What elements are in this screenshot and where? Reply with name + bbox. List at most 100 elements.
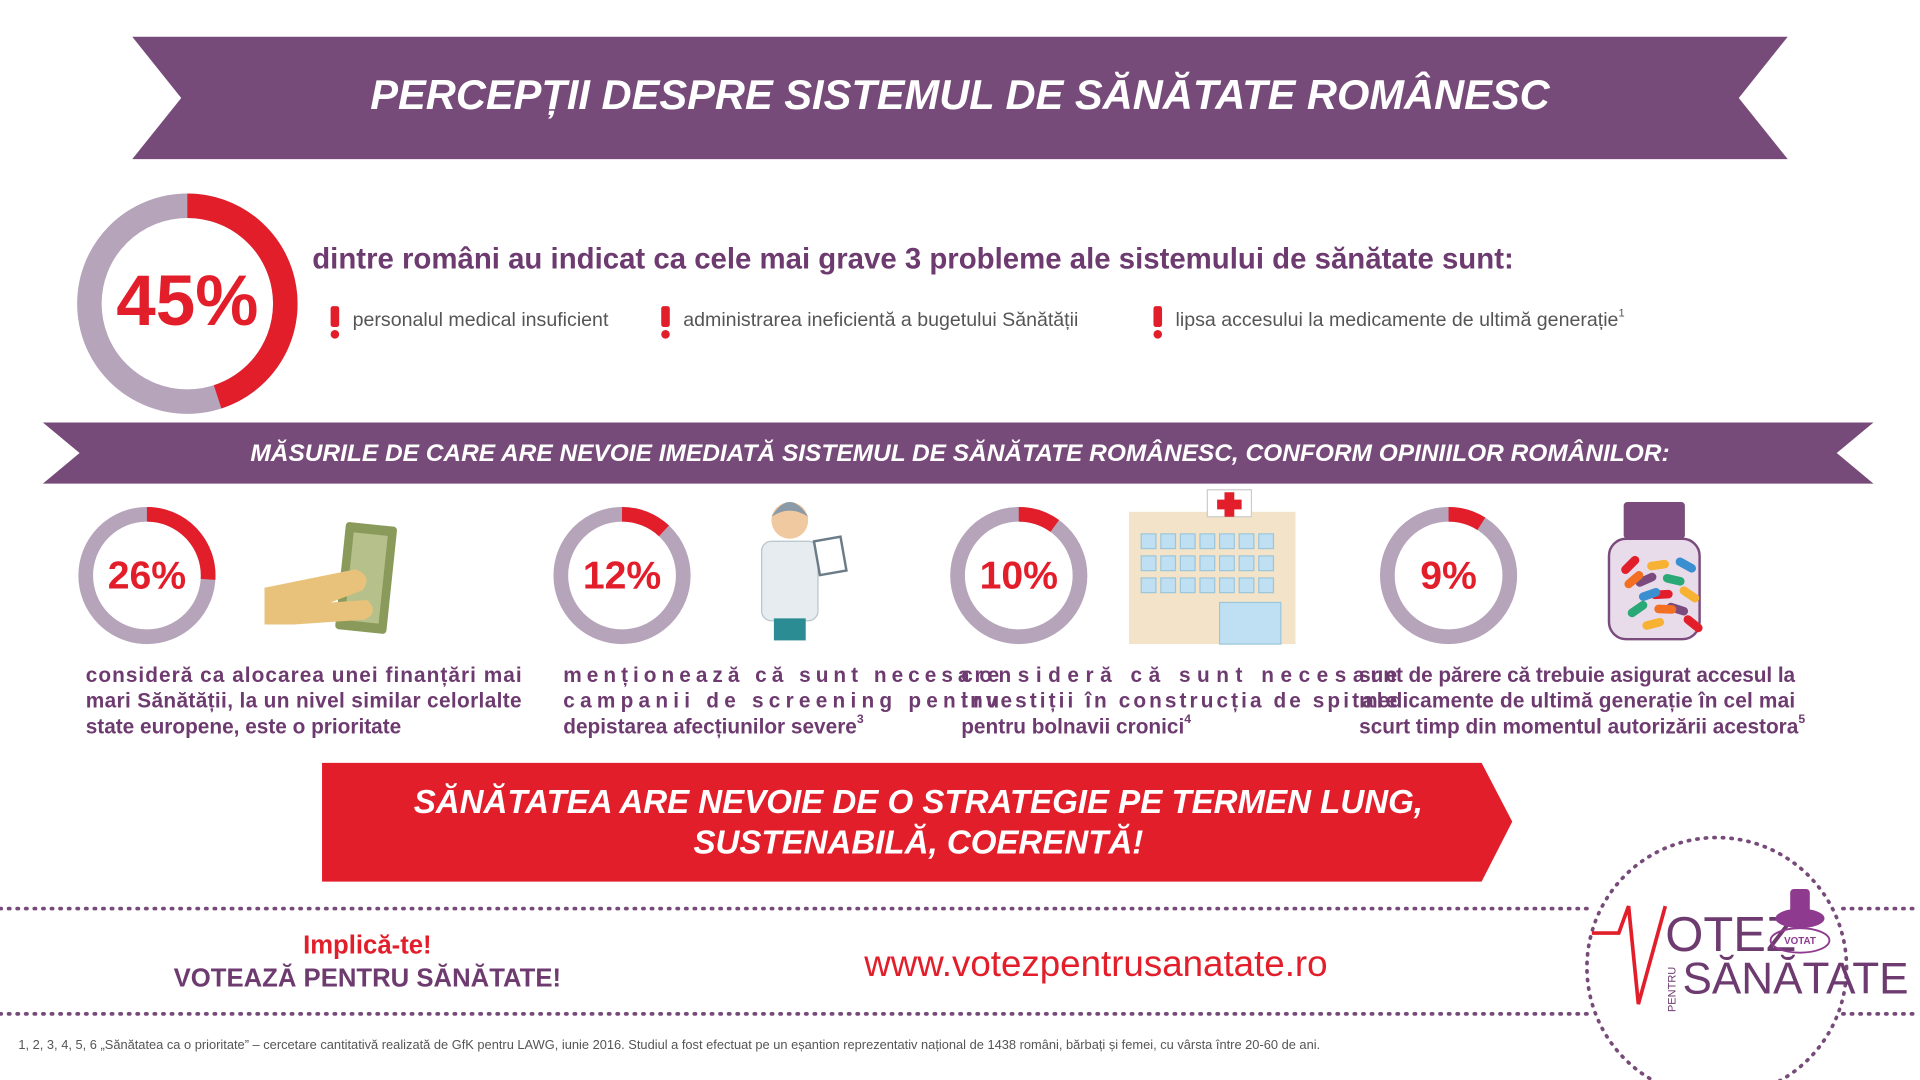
window [1160, 577, 1177, 594]
window [1160, 533, 1177, 550]
stamp-text: VOTAT [1784, 936, 1816, 947]
pill [1624, 571, 1644, 589]
alert-icon [330, 306, 340, 327]
pill [1635, 572, 1657, 587]
pill [1675, 557, 1697, 573]
window [1258, 533, 1275, 550]
pill [1638, 587, 1661, 601]
window [1199, 555, 1216, 572]
measure-line: consideră ca alocarea unei finanțări mai [86, 663, 522, 686]
window [1140, 555, 1157, 572]
window [1199, 533, 1216, 550]
measure-line: mari Sănătății, la un nivel similar celo… [86, 689, 522, 712]
pill [1683, 615, 1703, 633]
window [1218, 533, 1235, 550]
measure-text: sunt de părere că trebuie asigurat acces… [1359, 663, 1795, 686]
window [1179, 533, 1196, 550]
measure-text: pentru bolnavii cronici4 [961, 712, 1191, 738]
slogan-line: SUSTENABILĂ, COERENTĂ! [693, 824, 1143, 862]
logo-small: PENTRU [1667, 967, 1679, 1012]
measure-line: scurt timp din momentul autorizării aces… [1359, 715, 1799, 738]
logo-circle [1585, 835, 1849, 1080]
alert-icon [1153, 330, 1163, 339]
window [1179, 577, 1196, 594]
footnote-ref: 1 [1618, 307, 1624, 319]
measure-line: pentru bolnavii cronici [961, 715, 1184, 738]
window [1140, 533, 1157, 550]
problem: personalul medical insuficient [353, 309, 609, 331]
window [1258, 577, 1275, 594]
logo-pulse [1591, 905, 1668, 1005]
coat [761, 540, 819, 622]
pill [1662, 573, 1685, 586]
measure-text: menționează că sunt necesare [563, 663, 999, 686]
logo-name: SĂNĂTATE [1682, 955, 1908, 1004]
hand [264, 569, 373, 625]
pill [1654, 604, 1677, 614]
percent-label: 45% [116, 262, 258, 341]
problem-text: personalul medical insuficient [353, 309, 609, 331]
problem: lipsa accesului la medicamente de ultimă… [1176, 307, 1625, 331]
window [1179, 555, 1196, 572]
donut-arc [621, 506, 669, 537]
measures-ribbon [42, 422, 1874, 484]
url[interactable]: www.votezpentrusanatate.ro [863, 943, 1327, 984]
measure-line: sunt de părere că trebuie asigurat acces… [1359, 663, 1795, 686]
measure-text: medicamente de ultimă generație în cel m… [1359, 689, 1795, 712]
window [1218, 555, 1235, 572]
pill [1679, 586, 1700, 603]
slogan-line: SĂNĂTATEA ARE NEVOIE DE O STRATEGIE PE T… [414, 783, 1423, 821]
measure-line: state europene, este o prioritate [86, 715, 402, 738]
window [1199, 577, 1216, 594]
problem-text: lipsa accesului la medicamente de ultimă… [1176, 309, 1619, 331]
percent-label: 26% [108, 554, 186, 597]
percent-label: 12% [583, 554, 661, 597]
percent-label: 10% [980, 554, 1058, 597]
title: PERCEPȚII DESPRE SISTEMUL DE SĂNĂTATE RO… [370, 70, 1550, 119]
measures-title: MĂSURILE DE CARE ARE NEVOIE IMEDIATĂ SIS… [250, 439, 1669, 467]
measure-text: campanii de screening pentru [563, 689, 999, 712]
measure-text: mari Sănătății, la un nivel similar celo… [86, 689, 522, 712]
footnote-ref: 3 [857, 712, 864, 726]
measure-text: consideră că sunt necesare [961, 663, 1397, 686]
measure-text: investiții în construcția de spitale [961, 689, 1397, 712]
window [1238, 533, 1255, 550]
measure-text: scurt timp din momentul autorizării aces… [1359, 712, 1805, 738]
measure-line: depistarea afecțiunilor severe [563, 715, 857, 738]
window [1258, 555, 1275, 572]
source: 1, 2, 3, 4, 5, 6 „Sănătatea ca o priorit… [18, 1037, 1320, 1052]
window [1140, 577, 1157, 594]
window [1238, 555, 1255, 572]
title-ribbon [132, 36, 1788, 160]
door [1218, 601, 1282, 645]
window [1160, 555, 1177, 572]
alert-icon [661, 306, 670, 327]
donut-arc [187, 193, 298, 409]
problem-text: administrarea ineficientă a bugetului Să… [683, 309, 1078, 331]
measure-text: consideră ca alocarea unei finanțări mai [86, 663, 522, 686]
stamp-base [1775, 908, 1825, 929]
money-icon [264, 522, 397, 634]
pill [1647, 559, 1669, 571]
call: Implică-te! [303, 931, 432, 959]
cta: VOTEAZĂ PENTRU SĂNĂTATE! [174, 963, 561, 992]
measure-text: depistarea afecțiunilor severe3 [563, 712, 864, 738]
donut-arc [1018, 506, 1060, 533]
clipboard [812, 535, 848, 577]
alert-icon [330, 330, 340, 339]
window [1238, 577, 1255, 594]
donut-arc [146, 506, 216, 580]
slogan-banner [322, 762, 1513, 882]
alert-icon [661, 330, 670, 339]
hospital-icon [1128, 489, 1296, 645]
measure-line: menționează că sunt necesare [563, 663, 999, 686]
footnote-ref: 4 [1184, 712, 1191, 726]
doctor-icon [761, 502, 848, 641]
footnote-ref: 5 [1798, 712, 1805, 726]
measure-line: medicamente de ultimă generație în cel m… [1359, 689, 1795, 712]
percent-label: 9% [1420, 554, 1477, 597]
donut-arc [1448, 506, 1486, 531]
logo: OTEZ PENTRU SĂNĂTATE VOTAT [1585, 835, 1909, 1080]
